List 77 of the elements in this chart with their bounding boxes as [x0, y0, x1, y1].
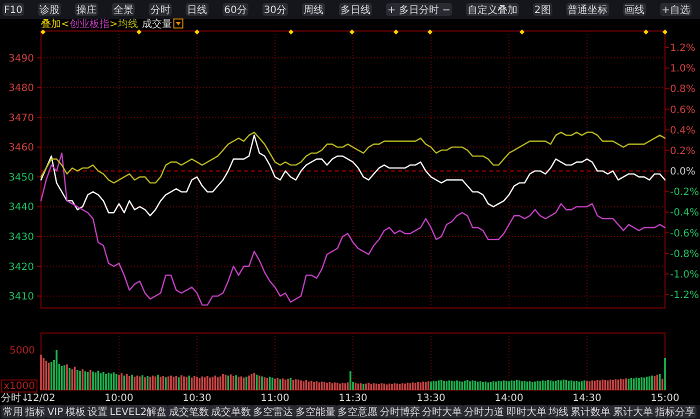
- y-tick-label: 3410: [8, 292, 34, 303]
- line-series: [40, 152, 666, 306]
- y2-tick-label: -1.0%: [670, 270, 700, 281]
- text: 分时力道: [464, 406, 504, 418]
- text: 多日线: [340, 4, 370, 16]
- text: 指标: [24, 406, 46, 418]
- text: 分时大单: [422, 406, 462, 418]
- y2-tick-label: -0.2%: [670, 187, 700, 198]
- text: 常用: [3, 406, 23, 418]
- line-series: [40, 132, 666, 184]
- y-tick-label: 3470: [8, 112, 34, 124]
- x-tick-label: 14:00: [494, 393, 524, 404]
- x-tick-label: 11:00: [260, 393, 290, 404]
- text: VIP: [47, 407, 64, 418]
- y2-tick-label: 0.6%: [670, 104, 696, 116]
- text: 普通坐标: [568, 4, 608, 16]
- y2-tick-label: -1.2%: [670, 290, 700, 302]
- text: >: [109, 19, 118, 30]
- text: 累计大单: [612, 406, 653, 418]
- text: 2图: [534, 5, 551, 16]
- x-tick-label: 14:30: [572, 393, 602, 404]
- x-tick-label: 13:30: [416, 393, 446, 404]
- y2-tick-label: -0.6%: [670, 228, 700, 240]
- text: + 多日分时 −: [387, 4, 451, 16]
- text: 即时大单: [506, 406, 546, 418]
- text: LEVEL2解盘: [110, 406, 167, 418]
- text: F10: [4, 5, 22, 16]
- text: 自定义叠加: [467, 4, 518, 16]
- y-tick-label: 3490: [8, 53, 34, 64]
- text: 累计数单: [570, 406, 611, 418]
- text: 成交量: [142, 18, 172, 30]
- text: 均线: [547, 406, 568, 418]
- line-series: [40, 134, 666, 216]
- text: 分时博弈: [380, 406, 420, 418]
- text: 全景: [113, 4, 134, 16]
- y2-tick-label: 1.0%: [670, 64, 696, 75]
- text: 创业板指: [69, 18, 110, 30]
- y2-tick-label: 1.2%: [670, 42, 696, 54]
- y2-tick-label: -0.8%: [670, 248, 700, 260]
- x-tick-label: 10:00: [104, 393, 134, 404]
- text: 多空能量: [295, 406, 336, 418]
- text: 成交笔数: [168, 406, 209, 418]
- y-tick-label: 3420: [8, 262, 34, 273]
- y2-tick-label: 0.8%: [670, 84, 696, 96]
- text: 5000: [10, 346, 35, 356]
- y-tick-label: 3430: [8, 232, 34, 244]
- x-tick-label: 12/02: [26, 393, 56, 404]
- text: 设置: [88, 406, 108, 418]
- x-tick-label: 11:30: [338, 393, 368, 404]
- text: 均线: [116, 18, 138, 30]
- text: 周线: [304, 4, 324, 16]
- text: 诊股: [39, 4, 60, 16]
- text: 分时: [150, 4, 170, 16]
- text: x1000: [4, 381, 35, 392]
- text: 30分: [264, 4, 287, 16]
- legend-title: 叠加: [41, 18, 61, 30]
- text: 指标分享: [654, 406, 695, 418]
- text: 成交单数: [211, 406, 252, 418]
- text: 画线: [624, 4, 645, 16]
- text: <: [61, 19, 70, 30]
- y-tick-label: 3440: [8, 202, 34, 214]
- text: 多空意愿: [338, 406, 378, 418]
- y2-tick-label: 0.4%: [670, 125, 696, 136]
- text: 日线: [187, 4, 208, 16]
- text: 模板: [65, 406, 86, 418]
- text: 操庄: [76, 4, 96, 16]
- text: +自选: [662, 4, 690, 16]
- y-tick-label: 3460: [8, 142, 34, 154]
- y-tick-label: 3450: [8, 172, 34, 184]
- y2-tick-label: 0.2%: [670, 146, 696, 157]
- y2-tick-label: 0.0%: [670, 166, 696, 178]
- y2-tick-label: -0.4%: [670, 208, 700, 219]
- x-tick-label: 15:00: [650, 393, 680, 404]
- x-tick-label: 10:30: [182, 393, 212, 404]
- text: 多空雷达: [253, 406, 294, 418]
- y-tick-label: 3480: [8, 83, 34, 94]
- text: 60分: [224, 4, 247, 16]
